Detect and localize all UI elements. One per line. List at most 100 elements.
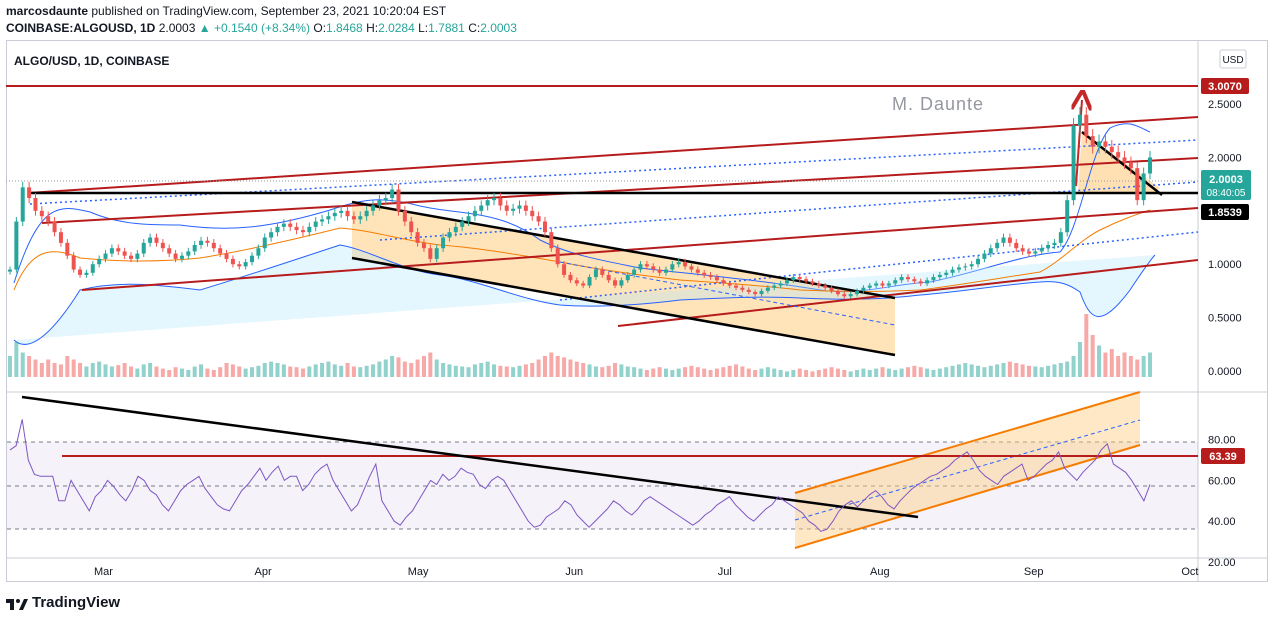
rsi-tick-label: 60.00 xyxy=(1208,475,1236,487)
volume-bar xyxy=(281,364,286,377)
candle-body xyxy=(294,226,299,231)
candle-body xyxy=(466,216,471,222)
volume-bar xyxy=(963,363,968,377)
candle-body xyxy=(625,274,630,281)
tag-last-price-label: 2.0003 xyxy=(1209,174,1243,186)
candle-body xyxy=(1116,152,1121,158)
time-tick-label: Apr xyxy=(255,566,272,578)
volume-bar xyxy=(1141,356,1146,377)
volume-bar xyxy=(192,366,197,377)
candle-body xyxy=(154,237,159,243)
candle-body xyxy=(670,264,675,270)
candle-body xyxy=(288,223,293,227)
candle-body xyxy=(218,248,223,254)
candle-body xyxy=(918,281,923,284)
candle-body xyxy=(721,280,726,284)
volume-bar xyxy=(619,364,624,377)
volume-bar xyxy=(683,367,688,377)
candle-body xyxy=(129,255,134,259)
candle-body xyxy=(1090,136,1095,147)
rsi-axis[interactable]: 20.00 40.00 60.00 80.00 xyxy=(1208,435,1236,569)
ohlc-header: COINBASE:ALGOUSD, 1D 2.0003 ▲ +0.1540 (+… xyxy=(6,21,517,35)
candle-body xyxy=(1046,245,1051,249)
usd-button[interactable]: USD xyxy=(1219,49,1247,69)
candle-body xyxy=(8,269,12,272)
candle-body xyxy=(676,262,681,265)
last-price: 2.0003 xyxy=(158,21,196,35)
volume-bar xyxy=(835,368,840,377)
price-tick-label: 0.5000 xyxy=(1208,313,1242,325)
publisher-name[interactable]: marcosdaunte xyxy=(6,4,89,18)
volume-bar xyxy=(20,352,25,377)
candle-body xyxy=(211,242,216,249)
time-axis[interactable]: Mar Apr May Jun Jul Aug Sep Oct xyxy=(94,566,1198,578)
volume-bar xyxy=(517,365,522,377)
volume-bar xyxy=(179,368,184,377)
volume-bar xyxy=(1007,361,1012,377)
tag-3007-label: 3.0070 xyxy=(1208,81,1242,93)
volume-bar xyxy=(250,367,255,377)
volume-bar xyxy=(842,370,847,377)
volume-bar xyxy=(791,370,796,377)
price-pane[interactable]: ALGO/USD, 1D, COINBASE USD M. Daunte xyxy=(6,41,1268,581)
rsi-pane[interactable]: 20.00 40.00 60.00 80.00 63.39 xyxy=(7,391,1245,569)
volume-bar xyxy=(810,371,815,377)
volume-bar xyxy=(804,370,809,377)
candle-body xyxy=(816,283,821,286)
footer-brand[interactable]: TradingView xyxy=(6,594,120,611)
candle-body xyxy=(1039,248,1044,252)
price-tick-label: 2.0000 xyxy=(1208,152,1242,164)
volume-bar xyxy=(886,368,891,377)
candle-body xyxy=(1026,251,1031,254)
tag-rsi-level: 63.39 xyxy=(1201,448,1245,464)
rsi-tick-label: 20.00 xyxy=(1208,557,1236,569)
candle-body xyxy=(307,226,312,233)
bb-lower xyxy=(13,244,1156,345)
candle-body xyxy=(829,287,834,291)
volume-bar xyxy=(695,367,700,377)
candle-body xyxy=(600,269,605,275)
candle-body xyxy=(1122,157,1127,163)
volume-bar xyxy=(1077,342,1082,377)
volume-bar xyxy=(154,366,159,377)
candle-body xyxy=(230,258,235,265)
volume-bar xyxy=(358,367,363,377)
volume-bar xyxy=(587,364,592,377)
candle-body xyxy=(988,248,993,254)
candle-body xyxy=(835,290,840,295)
volume-bar xyxy=(364,365,369,377)
volume-bar xyxy=(294,367,299,377)
candle-body xyxy=(791,277,796,281)
candle-body xyxy=(1058,232,1063,243)
candle-body xyxy=(192,245,197,252)
lower-channel-line xyxy=(81,207,1199,291)
candle-body xyxy=(568,274,573,281)
volume-bar xyxy=(950,365,955,377)
candle-body xyxy=(797,277,802,280)
volume-bar xyxy=(714,368,719,377)
volume-bar xyxy=(460,366,465,377)
candle-body xyxy=(581,283,586,286)
candle-body xyxy=(396,189,401,211)
candle-body xyxy=(415,232,420,243)
candle-body xyxy=(97,258,102,265)
candle-body xyxy=(409,221,414,233)
candle-body xyxy=(103,253,108,259)
volume-bar xyxy=(511,367,516,377)
candle-body xyxy=(148,237,153,243)
rsi-downtrend-line xyxy=(21,395,919,519)
volume-bar xyxy=(313,364,318,377)
candle-body xyxy=(1135,168,1140,201)
volume-bar xyxy=(84,366,89,377)
volume-bar xyxy=(466,367,471,377)
usd-button-label[interactable]: USD xyxy=(1222,55,1243,66)
price-tick-label: 1.0000 xyxy=(1208,259,1242,271)
candle-body xyxy=(39,210,44,217)
candle-body xyxy=(46,216,51,222)
candle-body xyxy=(976,258,981,265)
volume-bar xyxy=(899,368,904,377)
volume-bar xyxy=(409,363,414,377)
volume-bar xyxy=(58,364,63,377)
